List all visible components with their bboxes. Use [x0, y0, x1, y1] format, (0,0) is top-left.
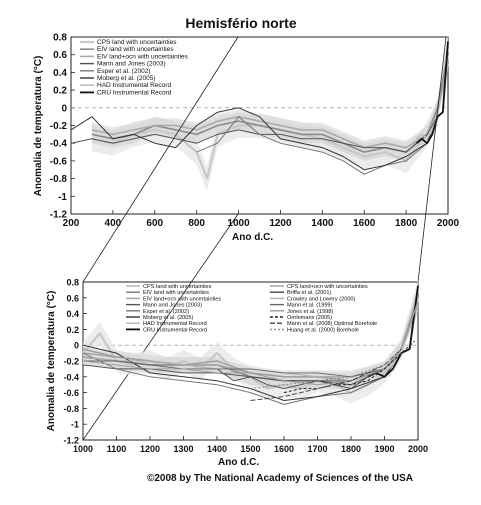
top-chart-title: Hemisfério norte: [185, 15, 296, 31]
copyright-credit: ©2008 by The National Academy of Science…: [147, 473, 413, 484]
top-y-tick-label: -1.2: [50, 210, 68, 221]
bot-x-tick-label: 1900: [374, 444, 394, 454]
top-y-tick-label: -0.2: [50, 121, 68, 132]
bot-legend-label: Mann et al. (1999): [287, 303, 333, 309]
bot-x-tick-label: 1700: [307, 444, 327, 454]
bot-x-tick-label: 1800: [341, 444, 361, 454]
top-x-tick-label: 400: [105, 218, 122, 229]
top-legend-label: Esper et al. (2002): [97, 68, 150, 75]
bot-x-tick-label: 1100: [107, 444, 127, 454]
bot-y-tick-label: 0: [74, 341, 79, 351]
top-legend-label: HAD Instrumental Record: [97, 82, 171, 89]
top-legend-label: CRU Instrumental Record: [97, 89, 172, 96]
top-legend-label: Mann and Jones (2003): [97, 61, 166, 68]
top-x-axis-label: Ano d.C.: [232, 232, 273, 243]
bottom-chart: 1000 1100 1200 1300 1400 1500 1600 1700 1800 1900…: [46, 278, 428, 469]
top-legend-label: EIV land with uncertainties: [97, 46, 174, 53]
top-x-tick-label: 2000: [437, 218, 460, 229]
bot-legend-label: Mann and Jones (2003): [143, 303, 202, 309]
zoom-connector-left-bottom: [82, 213, 239, 441]
top-legend-label: EIV land+ocn with uncertainties: [97, 53, 189, 60]
top-x-tick-label: 1000: [227, 218, 250, 229]
top-series-line: [196, 116, 438, 175]
bot-x-tick-label: 2000: [408, 444, 428, 454]
top-y-tick-label: 0.8: [53, 33, 67, 44]
top-series-line: [91, 63, 449, 149]
top-y-tick-label: -1: [58, 192, 67, 203]
bot-x-tick-label: 1400: [207, 444, 227, 454]
bot-legend-label: Mann et al. (2008) Optimal Borehole: [287, 321, 377, 327]
top-x-tick-label: 800: [188, 218, 205, 229]
bot-legend-label: Huang et al. (2000) Borehole: [287, 327, 359, 333]
bot-y-tick-label: -1: [71, 420, 79, 430]
bot-legend-label: Esper et al. (2002): [143, 309, 189, 315]
bot-y-tick-label: 0.4: [66, 309, 79, 319]
bot-y-tick-label: -1.2: [63, 436, 79, 446]
top-y-tick-label: -0.6: [50, 156, 68, 167]
top-x-tick-label: 1800: [395, 218, 418, 229]
bot-series-line: [83, 352, 402, 378]
top-x-tick-label: 1600: [353, 218, 376, 229]
bot-x-tick-label: 1200: [140, 444, 160, 454]
bot-y-tick-label: -0.2: [63, 357, 79, 367]
bot-series-line: [82, 352, 402, 405]
bottom-y-axis-label: Anomalia de temperatura (°C): [46, 291, 57, 432]
zoom-connector-right: [417, 36, 447, 283]
bot-legend-label: CPS land with uncertainties: [143, 284, 212, 290]
bot-legend-label: Jones et al. (1998): [287, 309, 333, 315]
top-series-line: [70, 107, 438, 171]
bot-y-tick-label: 0.2: [66, 325, 79, 335]
top-x-tick-label: 1200: [269, 218, 292, 229]
bot-x-tick-label: 1000: [73, 444, 93, 454]
bot-legend-label: CRU Instrumental Record: [143, 327, 207, 333]
bot-x-tick-label: 1500: [240, 444, 260, 454]
zoom-connector-left: [82, 36, 239, 283]
bot-series-line: [82, 301, 419, 382]
bot-y-tick-label: -0.4: [63, 372, 79, 382]
top-y-axis-label: Anomalia de temperatura (°C): [33, 56, 44, 197]
bot-legend-label: Oerlemans (2005): [287, 315, 332, 321]
top-y-tick-label: 0.6: [53, 50, 67, 61]
bot-x-tick-label: 1300: [173, 444, 193, 454]
bot-legend-label: Briffa et al. (2001): [287, 290, 331, 296]
bot-legend-label: EIV land+ocn with uncertainties: [143, 296, 221, 302]
top-y-tick-label: 0: [61, 103, 67, 114]
bot-x-tick-label: 1600: [274, 444, 294, 454]
bot-legend-label: Crowley and Lowery (2000): [287, 296, 356, 302]
top-chart: Hemisfério norte 200 400 600 800 1000 1200 140…: [33, 15, 460, 243]
bot-series-line: [82, 352, 402, 386]
bot-legend-label: EIV land with uncertainties: [143, 290, 209, 296]
bot-y-tick-label: -0.8: [63, 404, 79, 414]
bottom-x-axis-label: Ano d.C.: [218, 457, 259, 468]
top-x-tick-label: 600: [146, 218, 163, 229]
top-legend-label: Moberg et al. (2005): [97, 75, 156, 82]
top-legend-label: CPS land with uncertainties: [97, 39, 177, 46]
top-x-tick-label: 200: [63, 218, 80, 229]
bot-y-tick-label: 0.6: [66, 293, 79, 303]
top-series-line: [416, 41, 449, 145]
zoom-connectors: [82, 36, 447, 441]
top-y-tick-label: -0.8: [50, 174, 68, 185]
bot-legend-label: Moberg et al. (2005): [143, 315, 194, 321]
top-x-tick-label: 1400: [311, 218, 334, 229]
bot-series-line: [250, 348, 402, 390]
bot-series-line: [216, 352, 402, 390]
top-uncertainty-band: [91, 56, 449, 155]
bot-legend-label: CPS land+ocn with uncertainties: [287, 284, 368, 290]
bot-y-tick-label: -0.6: [63, 388, 79, 398]
top-y-tick-label: 0.4: [53, 68, 67, 79]
bot-series-line: [283, 340, 415, 394]
bot-legend-label: HAD Instrumental Record: [143, 321, 207, 327]
bot-y-tick-label: 0.8: [66, 278, 79, 288]
top-y-tick-label: 0.2: [53, 86, 67, 97]
top-y-tick-label: -0.4: [50, 139, 68, 150]
